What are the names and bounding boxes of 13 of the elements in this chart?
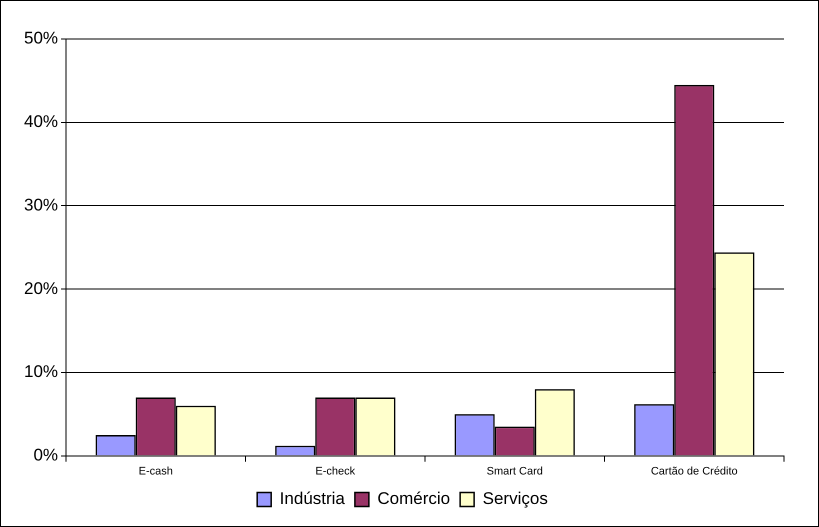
y-tick-label: 20%	[24, 278, 58, 298]
x-tick-label: Cartão de Crédito	[650, 465, 738, 478]
x-tick-label: Smart Card	[486, 465, 543, 478]
legend-label: Serviços	[482, 489, 548, 508]
x-tick-label: E-check	[315, 465, 356, 478]
legend-label: Comércio	[377, 489, 450, 508]
y-tick-label: 50%	[24, 28, 58, 48]
y-tick-label: 40%	[24, 112, 58, 132]
x-tick-label: E-cash	[138, 465, 173, 478]
y-tick-label: 0%	[33, 445, 58, 464]
y-tick-label: 10%	[24, 362, 58, 382]
legend-label: Indústria	[280, 489, 346, 508]
y-tick-label: 30%	[24, 195, 58, 214]
